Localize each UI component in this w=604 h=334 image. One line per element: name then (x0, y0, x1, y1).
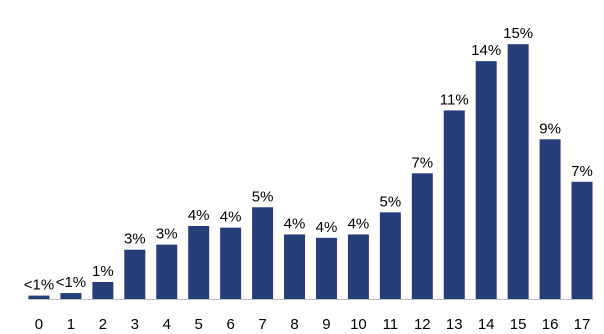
x-tick-label: 10 (350, 316, 367, 333)
bar (156, 244, 178, 299)
bar (220, 227, 242, 299)
value-label: 9% (539, 120, 561, 137)
x-tick-label: 1 (67, 316, 75, 333)
x-tick-label: 15 (510, 316, 527, 333)
bar (379, 212, 401, 299)
bar (60, 293, 82, 299)
x-tick-label: 8 (290, 316, 298, 333)
x-tick-label: 6 (226, 316, 234, 333)
x-tick-label: 3 (131, 316, 139, 333)
x-tick-label: 12 (414, 316, 431, 333)
value-label: 4% (220, 209, 242, 226)
x-tick-label: 9 (322, 316, 330, 333)
bar (92, 282, 114, 299)
value-label: 15% (503, 25, 533, 42)
bar (443, 110, 465, 299)
value-label: 7% (411, 154, 433, 171)
x-tick-label: 4 (163, 316, 171, 333)
x-tick-label: 14 (478, 316, 495, 333)
value-label: 7% (571, 163, 593, 180)
bar (507, 44, 529, 299)
bar (347, 234, 369, 299)
bar (315, 237, 337, 299)
x-tick-label: 5 (195, 316, 203, 333)
bar (539, 139, 561, 299)
value-label: <1% (56, 274, 86, 291)
bar (411, 173, 433, 299)
x-tick-label: 17 (574, 316, 591, 333)
value-label: 4% (316, 219, 338, 236)
value-label: 4% (348, 215, 370, 232)
bar (252, 207, 274, 299)
bar (284, 234, 306, 299)
value-label: 3% (156, 226, 178, 243)
value-label: <1% (24, 277, 54, 294)
value-label: 4% (284, 215, 306, 232)
bar (28, 295, 50, 299)
bar (188, 225, 210, 299)
value-label: 3% (124, 231, 146, 248)
bar (571, 181, 593, 299)
x-tick-label: 11 (383, 316, 399, 333)
x-tick-label: 2 (99, 316, 107, 333)
x-tick-label: 7 (258, 316, 266, 333)
x-tick-label: 0 (35, 316, 43, 333)
value-label: 4% (188, 207, 210, 224)
value-label: 1% (92, 263, 114, 280)
x-tick-label: 13 (446, 316, 463, 333)
value-label: 11% (440, 91, 469, 108)
x-tick-label: 16 (542, 316, 559, 333)
value-label: 5% (380, 193, 402, 210)
value-label: 5% (252, 188, 274, 205)
bar (124, 249, 146, 299)
value-label: 14% (471, 42, 501, 59)
bar (475, 61, 497, 300)
